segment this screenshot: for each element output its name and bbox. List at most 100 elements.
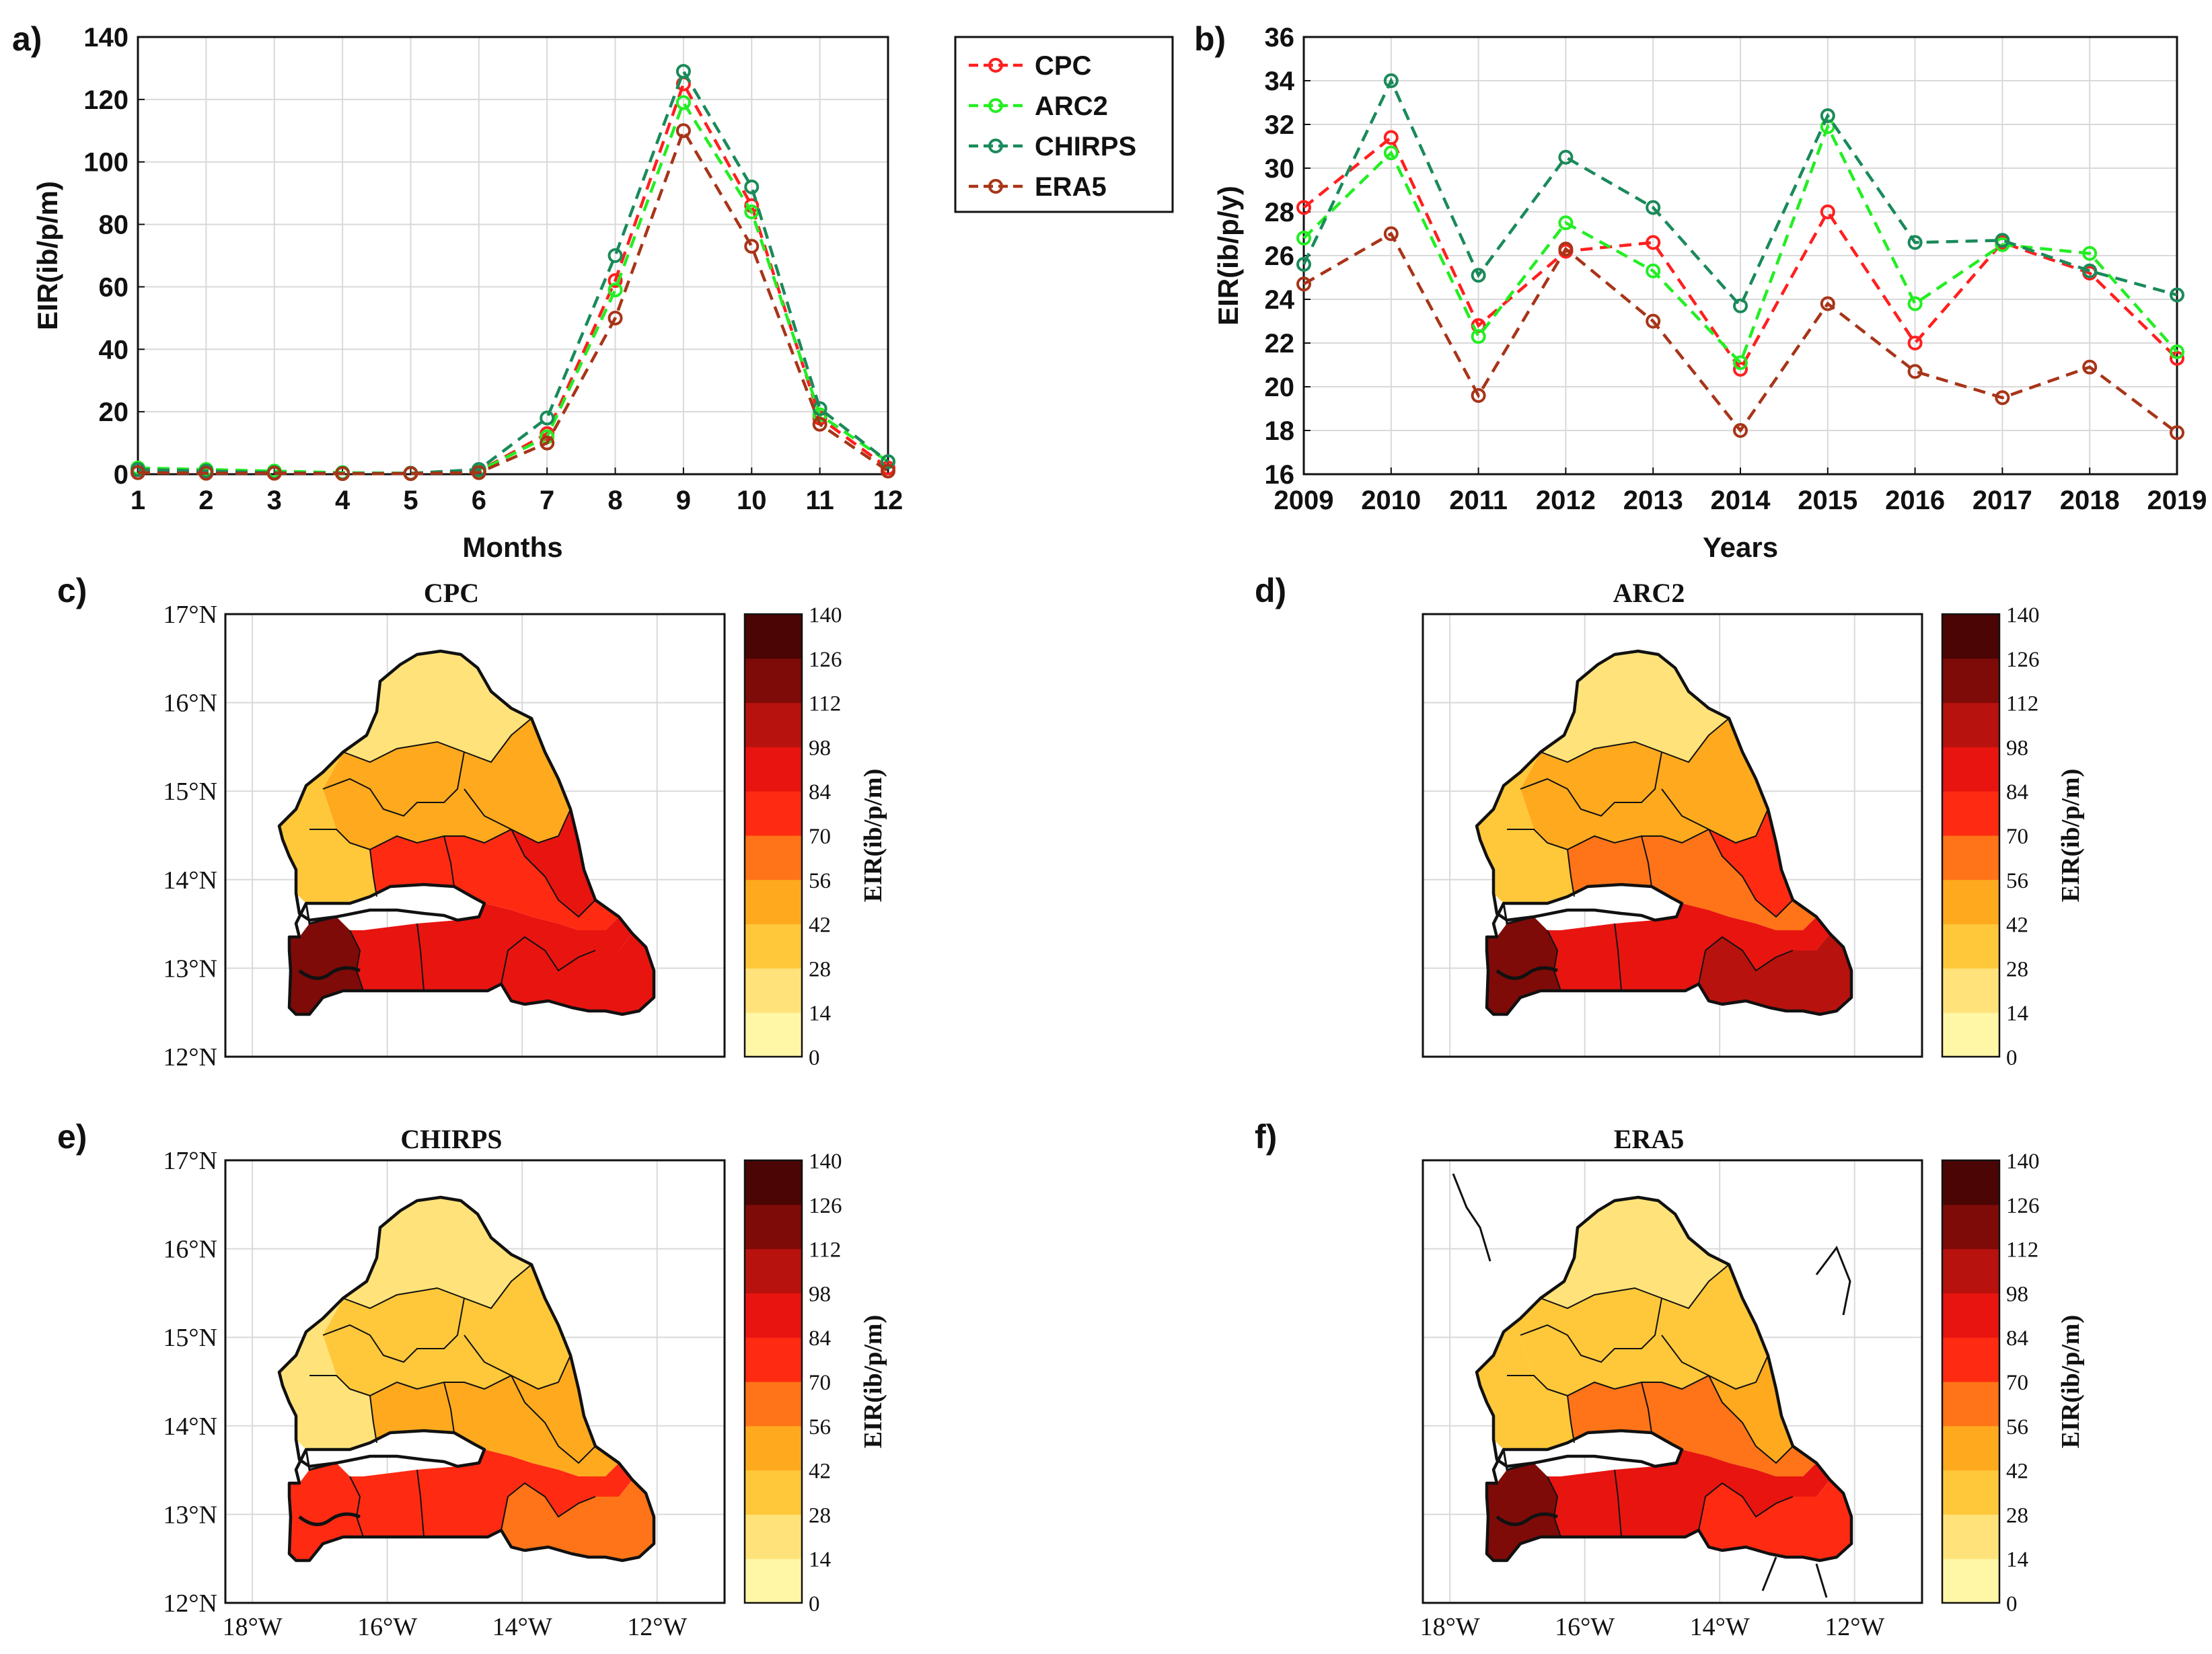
country-outline — [1475, 649, 1853, 1016]
colorbar-segment — [1942, 1248, 1999, 1293]
data-point-cpc — [1820, 204, 1835, 219]
data-point-chirps — [881, 454, 895, 469]
x-tick-label: 10 — [737, 486, 767, 515]
colorbar-segment — [745, 1558, 802, 1604]
data-point-chirps — [1383, 73, 1399, 88]
panel-label-b: b) — [1194, 20, 1226, 58]
region-boundary — [1698, 936, 1794, 985]
colorbar-tick-label: 0 — [809, 1592, 820, 1616]
lon-tick-label: 16°W — [357, 1613, 417, 1641]
data-point-era5 — [1558, 241, 1574, 257]
panel-label-e: e) — [57, 1118, 87, 1156]
colorbar-frame — [1941, 1159, 2001, 1604]
region-boundary — [511, 829, 596, 918]
colorbar-tick-label: 0 — [2006, 1046, 2018, 1070]
y-tick-label: 22 — [1265, 329, 1295, 359]
colorbar-tick-label: 84 — [809, 1326, 831, 1351]
data-point-chirps — [1471, 268, 1486, 283]
y-tick-label: 32 — [1265, 110, 1295, 140]
colorbar-tick-label: 56 — [2006, 1415, 2028, 1439]
data-point-chirps — [540, 410, 555, 426]
region-boundary — [1567, 1395, 1575, 1443]
colorbar-segment — [1942, 1558, 1999, 1604]
map-frame — [224, 613, 726, 1058]
region-boundary — [1547, 930, 1561, 991]
colorbar-tick-label: 42 — [809, 913, 831, 938]
data-point-chirps — [675, 64, 691, 79]
lat-tick-label: 13°N — [163, 1501, 217, 1529]
data-point-era5 — [540, 435, 555, 451]
eir-zone-east — [1709, 1355, 1793, 1463]
map-panel-arc2: d) ARC2140126112988470564228140EIR(ib/p/m… — [1255, 572, 2085, 1070]
colorbar-tick-label: 112 — [809, 692, 841, 716]
data-point-era5 — [2082, 359, 2098, 375]
data-point-arc2 — [1383, 145, 1399, 161]
eir-zone-north — [343, 651, 531, 762]
region-boundary — [369, 849, 377, 897]
legend-item-arc2: ARC2 — [969, 91, 1108, 121]
region-boundary — [1661, 788, 1769, 844]
colorbar-segment — [1942, 1382, 1999, 1427]
series-line-arc2 — [137, 99, 889, 475]
colorbar-tick-label: 126 — [809, 1194, 842, 1218]
data-point-arc2 — [744, 204, 760, 219]
eir-zone-south-east — [1699, 1480, 1851, 1561]
eir-zone-south-east — [1699, 934, 1851, 1014]
colorbar-tick-label: 98 — [809, 736, 831, 760]
region-boundary — [342, 718, 532, 763]
eir-zone-central — [1568, 829, 1816, 930]
colorbar-segment — [745, 968, 802, 1013]
data-point-era5 — [1733, 423, 1748, 438]
colorbar-frame — [743, 1159, 803, 1604]
country-outline — [277, 1195, 656, 1563]
x-tick-label: 3 — [267, 486, 282, 515]
series-line-chirps — [1302, 77, 2178, 309]
series-line-era5 — [137, 127, 889, 476]
panel-a-y-axis-label: EIR(ib/p/m) — [32, 181, 63, 330]
lon-tick-label: 12°W — [627, 1613, 687, 1641]
region-boundary — [501, 1482, 596, 1531]
map-frame — [224, 1159, 726, 1604]
data-point-era5 — [1471, 388, 1486, 403]
series-chirps — [131, 64, 895, 481]
colorbar-segment — [745, 924, 802, 969]
data-point-era5 — [607, 310, 623, 326]
data-point-cpc — [1907, 336, 1923, 350]
colorbar-segment — [1942, 1160, 1999, 1205]
colorbar-segment — [745, 1160, 802, 1205]
eir-zone-central — [370, 829, 619, 930]
legend-item-chirps: CHIRPS — [969, 132, 1136, 161]
country-outline — [277, 649, 656, 1016]
data-point-era5 — [471, 465, 486, 480]
x-tick-label: 2015 — [1798, 486, 1857, 515]
region-boundary — [349, 1476, 364, 1538]
region-boundary — [1540, 1264, 1730, 1310]
colorbar-segment — [1942, 1012, 1999, 1057]
lon-tick-label: 12°W — [1824, 1613, 1884, 1641]
x-tick-label: 2019 — [2147, 486, 2207, 515]
legend-swatch-marker — [988, 179, 1003, 194]
colorbar-tick-label: 112 — [2006, 692, 2038, 716]
colorbar-segment — [745, 1514, 802, 1559]
panel-label-c: c) — [57, 572, 87, 609]
map-title: ARC2 — [1613, 578, 1685, 608]
region-boundary — [1567, 849, 1575, 897]
eir-zone-west-coast — [279, 752, 377, 903]
region-boundary — [1540, 718, 1730, 763]
region-boundary — [342, 1264, 532, 1310]
data-point-era5 — [812, 416, 827, 432]
lat-tick-label: 15°N — [163, 778, 217, 806]
region-boundary — [416, 1469, 425, 1538]
colorbar-tick-label: 70 — [809, 1371, 831, 1395]
senegal-map — [1475, 649, 1853, 1016]
x-tick-label: 2016 — [1885, 486, 1945, 515]
eir-zone-south — [350, 1450, 632, 1537]
region-boundary — [1661, 1335, 1769, 1390]
legend-label: ARC2 — [1035, 91, 1108, 121]
x-tick-label: 2010 — [1361, 486, 1421, 515]
region-boundary — [416, 923, 425, 991]
data-point-era5 — [1646, 313, 1661, 329]
map-frame — [1422, 613, 1923, 1058]
colorbar-tick-label: 140 — [2006, 1150, 2040, 1174]
